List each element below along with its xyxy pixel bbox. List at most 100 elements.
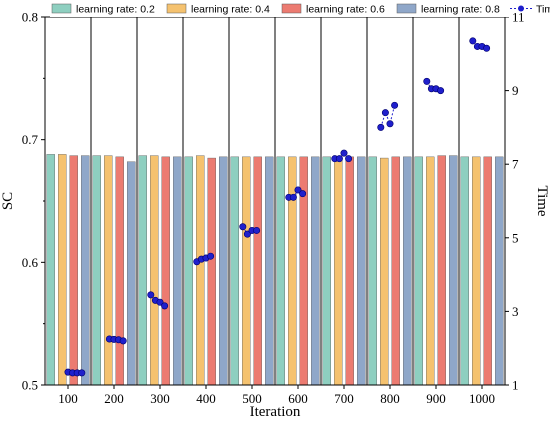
bar	[380, 157, 389, 386]
legend-swatch	[51, 3, 72, 14]
legend-label: Time	[536, 4, 550, 16]
time-series-line	[380, 105, 396, 128]
x-tick-label: 200	[104, 391, 124, 406]
bar	[127, 161, 136, 386]
bar	[437, 155, 446, 386]
time-point	[78, 369, 86, 377]
time-point	[239, 223, 247, 231]
time-point	[381, 109, 389, 117]
x-tick-label: 1000	[469, 391, 495, 406]
y-tick-label: 0.8	[22, 10, 38, 25]
x-tick-label: 100	[58, 391, 78, 406]
bar	[219, 156, 228, 386]
bar	[265, 156, 274, 386]
x-tick-label: 300	[150, 391, 170, 406]
legend-time-marker	[518, 5, 524, 12]
bar	[483, 156, 492, 386]
x-axis-title: Iteration	[250, 404, 301, 420]
time-point	[391, 101, 399, 109]
bar	[334, 156, 343, 386]
y-axis-left: 0.5 0.6 0.7 0.8	[22, 10, 45, 393]
bar	[115, 156, 124, 386]
time-point	[335, 155, 343, 163]
bar	[368, 156, 377, 386]
time-point	[299, 190, 307, 198]
time-point	[119, 337, 127, 345]
bar	[196, 155, 205, 386]
y-tick-label: 0.7	[22, 132, 39, 147]
bar	[391, 156, 400, 386]
time-point	[156, 298, 164, 306]
time-point	[340, 149, 348, 157]
time-point	[437, 87, 445, 95]
y-tick-label: 0.6	[22, 255, 39, 270]
bar	[161, 156, 170, 386]
bar	[242, 156, 251, 386]
time-point	[147, 291, 155, 299]
time-point	[243, 230, 251, 238]
time-series-line	[426, 81, 441, 92]
time-point	[253, 226, 261, 234]
x-tick-label: 600	[288, 391, 308, 406]
y2-axis-title: Time	[534, 185, 550, 216]
bar	[426, 156, 435, 386]
bar	[345, 156, 354, 386]
time-point	[161, 302, 169, 310]
y2-tick-label: 3	[512, 304, 519, 319]
x-tick-label: 700	[334, 391, 354, 406]
time-point	[294, 186, 302, 194]
x-axis: 100 200 300 400 500 600 700 800 900 1000	[58, 385, 495, 406]
time-point	[483, 44, 491, 52]
bar	[173, 156, 182, 386]
time-series-group	[64, 37, 491, 377]
bar-series-group	[46, 154, 504, 386]
time-point	[207, 252, 215, 260]
legend-label: learning rate: 0.8	[421, 4, 500, 16]
bar	[104, 155, 113, 386]
bar	[230, 156, 239, 386]
bar	[138, 155, 147, 386]
legend-label: learning rate: 0.4	[191, 4, 270, 16]
legend-swatch	[166, 3, 187, 14]
y2-tick-label: 5	[512, 230, 519, 245]
bar	[46, 154, 55, 386]
legend-swatch	[396, 3, 417, 14]
bar	[322, 156, 331, 386]
bar	[403, 156, 412, 386]
time-point	[469, 37, 477, 45]
y2-tick-label: 9	[512, 83, 519, 98]
bar	[207, 157, 216, 386]
x-tick-label: 500	[242, 391, 262, 406]
group-separators	[90, 17, 460, 385]
legend-swatch	[281, 3, 302, 14]
bar	[495, 156, 504, 386]
bar	[311, 156, 320, 386]
y2-tick-label: 7	[512, 157, 519, 172]
legend-label: learning rate: 0.6	[306, 4, 385, 16]
legend-label: learning rate: 0.2	[76, 4, 155, 16]
y-tick-label: 0.5	[22, 378, 38, 393]
bar	[449, 155, 458, 386]
bar	[414, 156, 423, 386]
time-point	[386, 120, 394, 128]
y2-tick-label: 1	[512, 378, 519, 393]
bar	[69, 155, 78, 386]
bar	[276, 156, 285, 386]
time-point	[345, 155, 353, 163]
bar	[150, 155, 159, 386]
y-axis-right: 1 3 5 7 9 11	[505, 10, 525, 393]
y2-tick-label: 11	[512, 10, 525, 25]
bar	[92, 155, 101, 386]
x-tick-label: 400	[196, 391, 216, 406]
bar	[81, 155, 90, 386]
bar	[357, 156, 366, 386]
bar	[184, 156, 193, 386]
bar	[58, 154, 67, 386]
time-series-line	[334, 152, 349, 160]
bar	[472, 156, 481, 386]
x-tick-label: 900	[426, 391, 446, 406]
time-point	[289, 193, 297, 201]
legend: learning rate: 0.2 learning rate: 0.4 lear…	[50, 2, 550, 17]
